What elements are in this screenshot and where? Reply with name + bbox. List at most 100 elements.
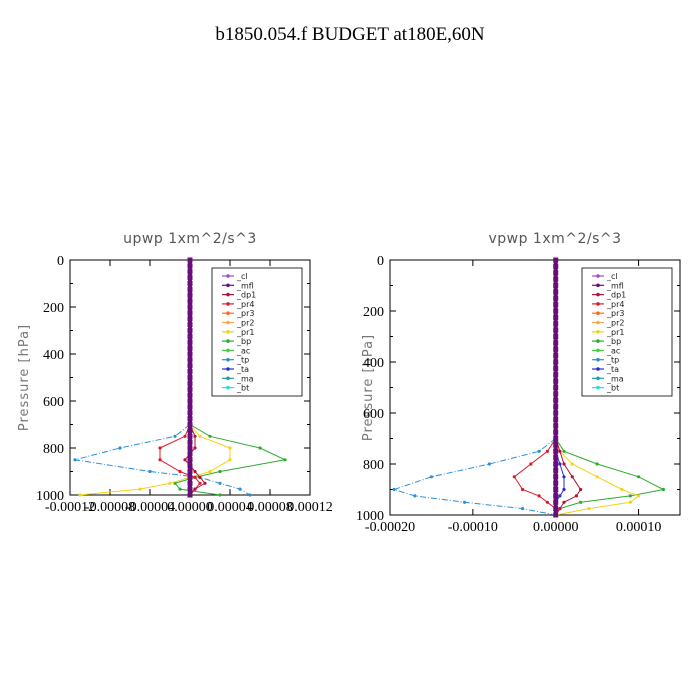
- series-point-mfl: [553, 404, 559, 410]
- series-point-pr1: [138, 487, 142, 491]
- series-point-mfl: [553, 467, 559, 473]
- series-point-mfl: [187, 345, 193, 351]
- series-point-tp: [537, 449, 541, 453]
- y-axis-label: Pressure [hPa]: [361, 334, 376, 441]
- legend-label: _pr4: [606, 300, 624, 309]
- series-point-dp1: [558, 507, 562, 511]
- legend-marker: [226, 385, 230, 390]
- series-point-mfl: [187, 404, 193, 410]
- series-point-mfl: [553, 429, 559, 435]
- legend-label: _pr4: [236, 300, 254, 309]
- series-point-mfl: [187, 398, 193, 404]
- series-point-mfl: [187, 486, 193, 492]
- legend-marker: [596, 292, 600, 297]
- y-tick-label: 0: [377, 254, 384, 269]
- legend-box: [581, 267, 673, 397]
- series-point-dp1: [193, 446, 197, 450]
- series-point-bp: [661, 487, 666, 492]
- series-point-mfl: [187, 351, 193, 357]
- series-point-mfl: [187, 380, 193, 386]
- x-tick-label: 0.00000: [533, 520, 579, 535]
- series-point-bp: [637, 475, 641, 479]
- legend-label: _pr1: [606, 328, 624, 337]
- series-point-bp: [208, 434, 212, 438]
- series-point-mfl: [553, 506, 559, 512]
- series-point-mfl: [187, 392, 193, 398]
- series-point-pr4: [178, 469, 182, 474]
- series-point-tp: [521, 507, 525, 511]
- series-point-mfl: [553, 321, 559, 327]
- series-point-mfl: [187, 439, 193, 445]
- series-point-mfl: [187, 310, 193, 316]
- series-point-mfl: [553, 346, 559, 352]
- series-point-mfl: [187, 269, 193, 275]
- legend-label: _ma: [606, 374, 624, 383]
- series-point-pr1: [168, 481, 172, 485]
- series-point-dp1: [193, 469, 197, 474]
- y-axis-label: Pressure [hPa]: [17, 324, 32, 431]
- legend-label: _dp1: [606, 291, 626, 300]
- x-tick-label: -0.00020: [365, 520, 415, 535]
- series-point-bp: [218, 469, 222, 474]
- series-point-mfl: [187, 322, 193, 328]
- series-line-pr4: [513, 438, 557, 515]
- series-point-pr1: [228, 458, 232, 462]
- y-tick-label: 600: [43, 395, 64, 410]
- series-point-bp: [178, 487, 182, 491]
- series-point-mfl: [187, 416, 193, 422]
- x-tick-label: 0.00008: [247, 500, 293, 515]
- series-point-mfl: [187, 339, 193, 345]
- series-point-mfl: [553, 295, 559, 301]
- series-point-mfl: [187, 357, 193, 363]
- series-point-mfl: [187, 281, 193, 286]
- series-point-bp: [218, 493, 222, 497]
- series-line-tp: [74, 424, 251, 496]
- series-point-pr1: [637, 494, 641, 498]
- series-point-mfl: [187, 469, 193, 474]
- series-point-mfl: [553, 372, 559, 378]
- panel-title: upwp 1xm^2/s^3: [123, 231, 257, 247]
- series-point-mfl: [553, 353, 559, 359]
- series-point-dp1: [570, 475, 574, 479]
- series-point-mfl: [553, 423, 559, 429]
- series-point-mfl: [187, 463, 193, 469]
- legend: _cl_mfl_dp1_pr4_pr3_pr2_pr1_bp_ac_tp_ta_…: [211, 267, 303, 397]
- series-point-mfl: [187, 304, 193, 310]
- series-point-mfl: [187, 474, 193, 480]
- series-point-dp1: [198, 475, 202, 479]
- series-point-tp: [118, 446, 122, 450]
- series-point-mfl: [187, 410, 193, 416]
- x-tick-label: -0.00012: [45, 500, 95, 515]
- legend-label: _ac: [606, 346, 620, 355]
- legend-marker: [226, 376, 230, 381]
- x-tick-label: 0.00010: [616, 520, 662, 535]
- legend-marker: [596, 376, 600, 381]
- series-point-mfl: [187, 386, 193, 392]
- series-point-bp: [628, 494, 632, 498]
- legend-label: _tp: [236, 356, 249, 365]
- y-tick-label: 800: [43, 442, 64, 457]
- x-tick-label: -0.00008: [85, 500, 135, 515]
- series-point-mfl: [553, 340, 559, 346]
- legend-label: _pr2: [606, 319, 624, 328]
- series-point-bp: [562, 449, 566, 453]
- chart-panel-2: vpwp 1xm^2/s^3 Pressure [hPa] 0 200 400 600 80…: [356, 231, 681, 535]
- series-point-dp1: [558, 449, 562, 453]
- series-point-bp: [579, 500, 583, 504]
- series-point-mfl: [187, 445, 193, 451]
- legend-label: _pr3: [236, 309, 254, 318]
- series-point-mfl: [187, 333, 193, 339]
- series-point-dp1: [183, 458, 187, 462]
- series-point-mfl: [553, 410, 559, 416]
- series-point-mfl: [553, 378, 559, 384]
- series-point-pr1: [620, 487, 624, 492]
- series-point-pr4: [158, 458, 162, 462]
- series-point-tp: [413, 494, 417, 498]
- x-tick-label: -0.00004: [125, 500, 175, 515]
- series-point-pr1: [198, 434, 202, 438]
- legend-label: _mfl: [236, 281, 254, 290]
- series-point-mfl: [187, 427, 193, 433]
- legend-marker: [596, 367, 600, 371]
- legend-marker: [596, 348, 600, 353]
- legend: _cl_mfl_dp1_pr4_pr3_pr2_pr1_bp_ac_tp_ta_…: [581, 267, 673, 397]
